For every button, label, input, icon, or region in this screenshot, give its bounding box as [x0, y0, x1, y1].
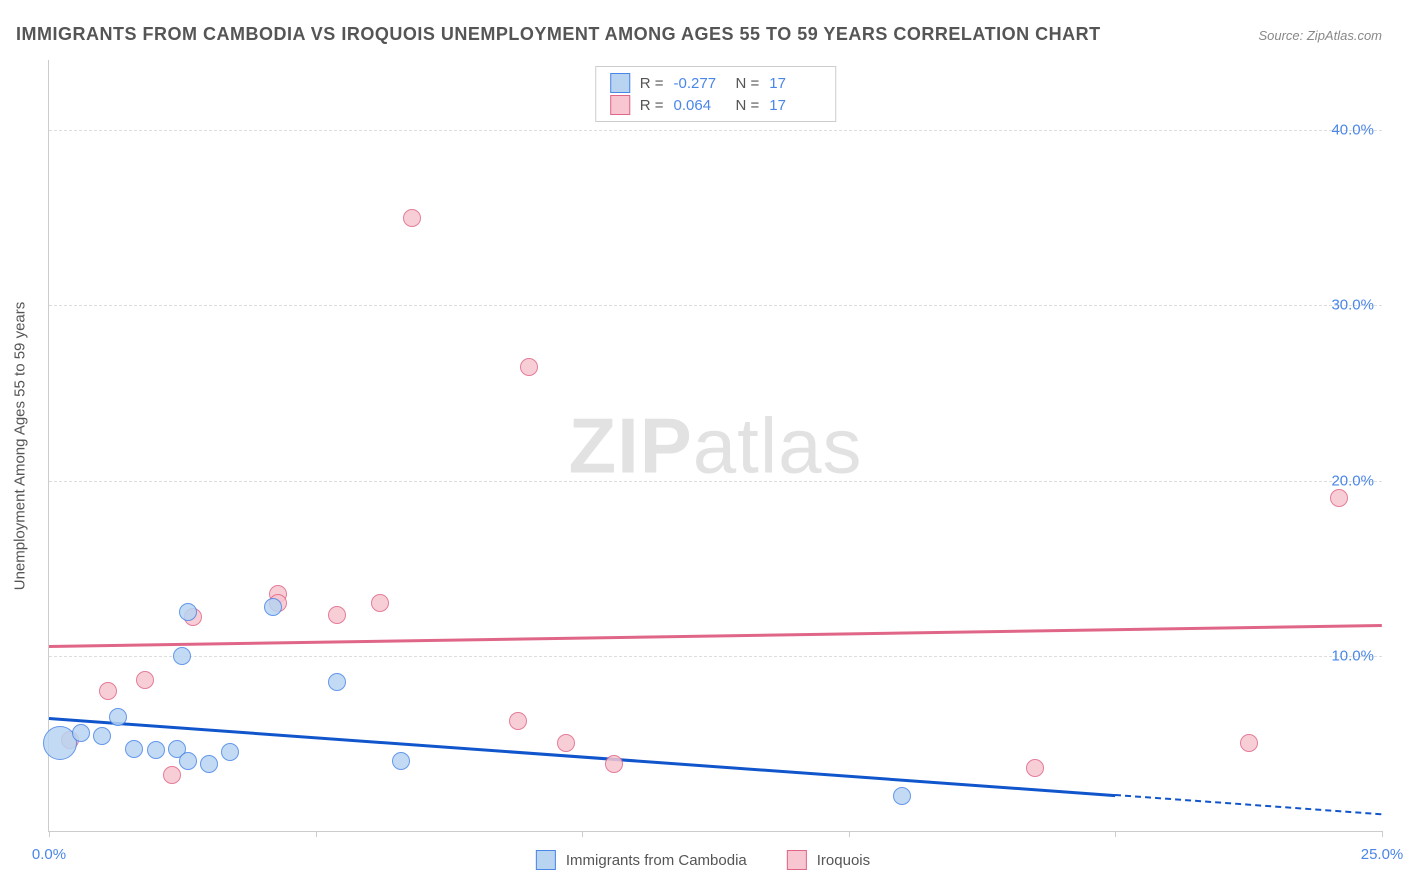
- gridline: [49, 656, 1382, 657]
- stat-r-a: -0.277: [674, 75, 726, 92]
- trend-line: [49, 624, 1382, 648]
- source-label: Source: ZipAtlas.com: [1258, 28, 1382, 43]
- gridline: [49, 305, 1382, 306]
- y-tick-label: 40.0%: [1331, 122, 1374, 139]
- legend-swatch-a: [536, 850, 556, 870]
- gridline: [49, 130, 1382, 131]
- data-point: [328, 606, 346, 624]
- x-tick-label: 0.0%: [32, 846, 66, 863]
- data-point: [109, 708, 127, 726]
- data-point: [1026, 759, 1044, 777]
- data-point: [125, 740, 143, 758]
- data-point: [147, 741, 165, 759]
- data-point: [328, 673, 346, 691]
- data-point: [605, 755, 623, 773]
- legend-swatch-b: [787, 850, 807, 870]
- stat-n-label: N =: [736, 97, 760, 114]
- data-point: [520, 358, 538, 376]
- x-tick: [849, 831, 850, 837]
- data-point: [179, 752, 197, 770]
- data-point: [403, 209, 421, 227]
- x-tick: [1115, 831, 1116, 837]
- data-point: [93, 727, 111, 745]
- y-axis-label: Unemployment Among Ages 55 to 59 years: [12, 302, 29, 591]
- data-point: [163, 766, 181, 784]
- stat-n-a: 17: [769, 75, 821, 92]
- data-point: [136, 671, 154, 689]
- x-tick: [316, 831, 317, 837]
- swatch-series-b: [610, 95, 630, 115]
- legend-label-a: Immigrants from Cambodia: [566, 852, 747, 869]
- legend-label-b: Iroquois: [817, 852, 870, 869]
- x-tick: [49, 831, 50, 837]
- gridline: [49, 481, 1382, 482]
- data-point: [1330, 489, 1348, 507]
- data-point: [200, 755, 218, 773]
- data-point: [509, 712, 527, 730]
- legend-item-b: Iroquois: [787, 850, 870, 870]
- x-tick: [582, 831, 583, 837]
- swatch-series-a: [610, 73, 630, 93]
- stat-n-b: 17: [769, 97, 821, 114]
- data-point: [221, 743, 239, 761]
- legend-item-a: Immigrants from Cambodia: [536, 850, 747, 870]
- y-tick-label: 10.0%: [1331, 647, 1374, 664]
- stats-box: R = -0.277 N = 17 R = 0.064 N = 17: [595, 66, 837, 122]
- data-point: [173, 647, 191, 665]
- stat-r-label: R =: [640, 75, 664, 92]
- chart-title: IMMIGRANTS FROM CAMBODIA VS IROQUOIS UNE…: [16, 24, 1101, 45]
- plot-surface: 10.0% 20.0% 30.0% 40.0%: [49, 60, 1382, 831]
- chart-area: ZIPatlas 10.0%20.0%30.0%40.0% R = -0.277…: [48, 60, 1382, 832]
- data-point: [179, 603, 197, 621]
- data-point: [392, 752, 410, 770]
- stat-r-b: 0.064: [674, 97, 726, 114]
- data-point: [72, 724, 90, 742]
- data-point: [893, 787, 911, 805]
- stat-r-label: R =: [640, 97, 664, 114]
- data-point: [557, 734, 575, 752]
- y-tick-label: 30.0%: [1331, 297, 1374, 314]
- stat-n-label: N =: [736, 75, 760, 92]
- data-point: [371, 594, 389, 612]
- trend-line: [1115, 794, 1382, 815]
- x-tick-label: 25.0%: [1361, 846, 1404, 863]
- data-point: [1240, 734, 1258, 752]
- y-tick-label: 20.0%: [1331, 472, 1374, 489]
- x-tick: [1382, 831, 1383, 837]
- data-point: [99, 682, 117, 700]
- stats-row-b: R = 0.064 N = 17: [610, 95, 822, 115]
- data-point: [264, 598, 282, 616]
- bottom-legend: Immigrants from Cambodia Iroquois: [536, 850, 870, 870]
- stats-row-a: R = -0.277 N = 17: [610, 73, 822, 93]
